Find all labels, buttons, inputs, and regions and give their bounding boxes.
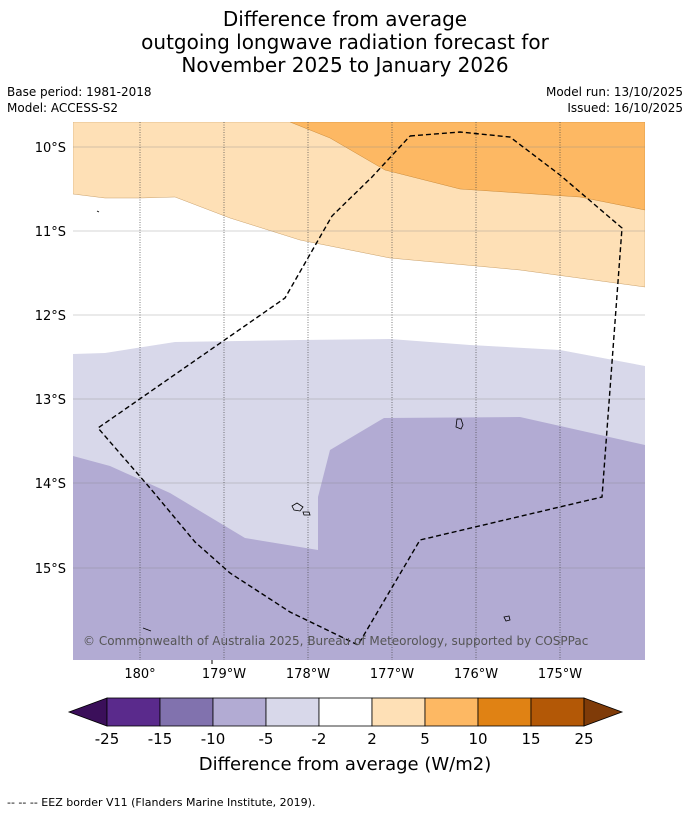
lon-label: 179°W	[202, 667, 246, 682]
colorbar-tick-label: 2	[367, 730, 377, 748]
colorbar-under-arrow	[67, 697, 108, 727]
colorbar-segment	[265, 697, 320, 727]
colorbar-segment	[530, 697, 585, 727]
colorbar-segment	[106, 697, 161, 727]
copyright-notice: © Commonwealth of Australia 2025, Bureau…	[83, 634, 588, 648]
colorbar-segment	[159, 697, 214, 727]
colorbar-segment	[424, 697, 479, 727]
lat-label: 14°S	[35, 477, 66, 492]
longitude-labels: 180° 179°W 178°W 177°W 176°W 175°W	[124, 667, 582, 682]
lat-label: 10°S	[35, 141, 66, 156]
colorbar-segment	[318, 697, 373, 727]
eez-footnote: -- -- -- EEZ border V11 (Flanders Marine…	[7, 796, 316, 809]
meta-right: Model run: 13/10/2025 Issued: 16/10/2025	[546, 84, 683, 116]
latitude-lines	[73, 146, 645, 569]
colorbar-tick-label: -5	[259, 730, 274, 748]
island-shape	[291, 502, 304, 512]
model-name: Model: ACCESS-S2	[7, 101, 119, 115]
colorbar: -25 -15 -10 -5 -2 2 5 10 15 25 Differenc…	[67, 697, 624, 775]
colorbar-segments	[67, 697, 624, 727]
colorbar-segment	[371, 697, 426, 727]
colorbar-segment	[477, 697, 532, 727]
island-shape	[302, 511, 311, 516]
island-shape	[455, 418, 464, 430]
colorbar-tick-label: -15	[148, 730, 173, 748]
colorbar-title: Difference from average (W/m2)	[199, 754, 491, 775]
base-period: Base period: 1981-2018	[7, 85, 152, 99]
eez-border	[96, 131, 623, 646]
latitude-labels: 10°S 11°S 12°S 13°S 14°S 15°S	[35, 141, 66, 577]
title-line-2: outgoing longwave radiation forecast for	[141, 30, 549, 54]
lon-label: 176°W	[454, 667, 498, 682]
anomaly-region-minus10-to-minus5	[73, 417, 645, 660]
forecast-map: © Commonwealth of Australia 2025, Bureau…	[35, 122, 645, 775]
colorbar-labels: -25 -15 -10 -5 -2 2 5 10 15 25	[95, 730, 594, 748]
colorbar-tick-label: 10	[468, 730, 487, 748]
colorbar-tick-label: 25	[574, 730, 593, 748]
lat-label: 12°S	[35, 309, 66, 324]
islands	[96, 210, 511, 632]
model-run: Model run: 13/10/2025	[545, 85, 683, 99]
lon-label: 178°W	[286, 667, 330, 682]
island-shape	[96, 210, 100, 213]
lon-label: 177°W	[370, 667, 414, 682]
lat-label: 11°S	[35, 225, 66, 240]
title-line-3: November 2025 to January 2026	[181, 53, 509, 77]
colorbar-tick-label: 5	[420, 730, 430, 748]
title-line-1: Difference from average	[222, 7, 468, 31]
island-shape	[142, 627, 152, 632]
colorbar-tick-label: -25	[95, 730, 120, 748]
issued-date: Issued: 16/10/2025	[567, 101, 683, 115]
colorbar-tick-label: -2	[312, 730, 327, 748]
lon-label: 180°	[124, 667, 155, 682]
lat-label: 15°S	[35, 562, 66, 577]
lat-label: 13°S	[35, 393, 66, 408]
anomaly-region-5-to-10	[289, 122, 645, 211]
colorbar-over-arrow	[583, 697, 624, 727]
meta-left: Base period: 1981-2018 Model: ACCESS-S2	[7, 84, 152, 116]
lon-label: 175°W	[538, 667, 582, 682]
island-shape	[503, 615, 511, 622]
colorbar-tick-label: 15	[521, 730, 540, 748]
map-title: Difference from average outgoing longwav…	[0, 8, 690, 77]
colorbar-tick-label: -10	[201, 730, 226, 748]
map-plot-area: © Commonwealth of Australia 2025, Bureau…	[73, 122, 645, 660]
colorbar-segment	[212, 697, 267, 727]
longitude-lines	[139, 122, 561, 660]
